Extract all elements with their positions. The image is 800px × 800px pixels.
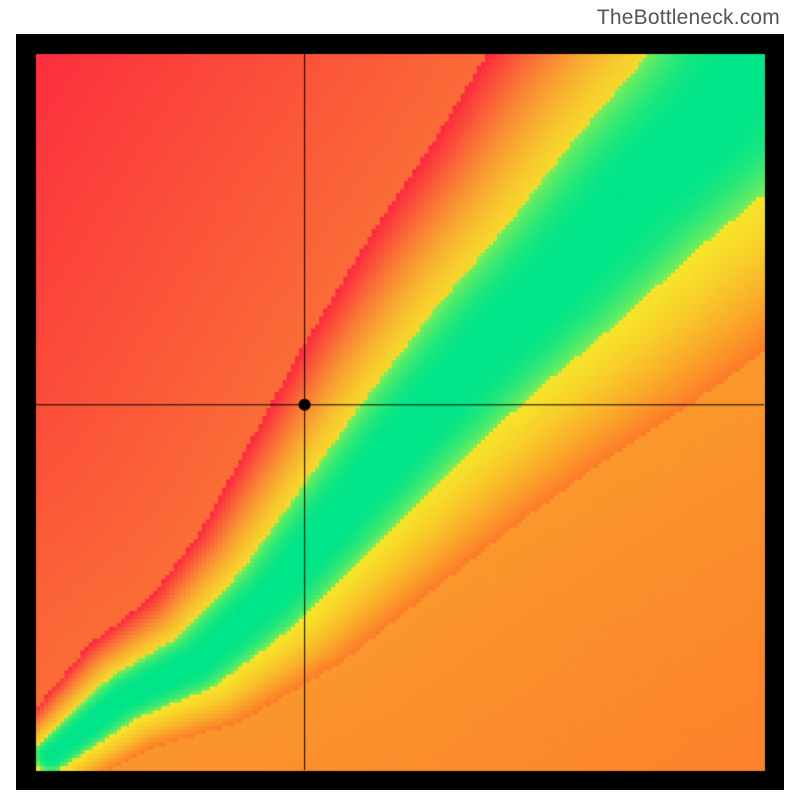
watermark-label: TheBottleneck.com (597, 6, 780, 30)
chart-container: TheBottleneck.com (0, 0, 800, 800)
heatmap-canvas (16, 34, 784, 790)
